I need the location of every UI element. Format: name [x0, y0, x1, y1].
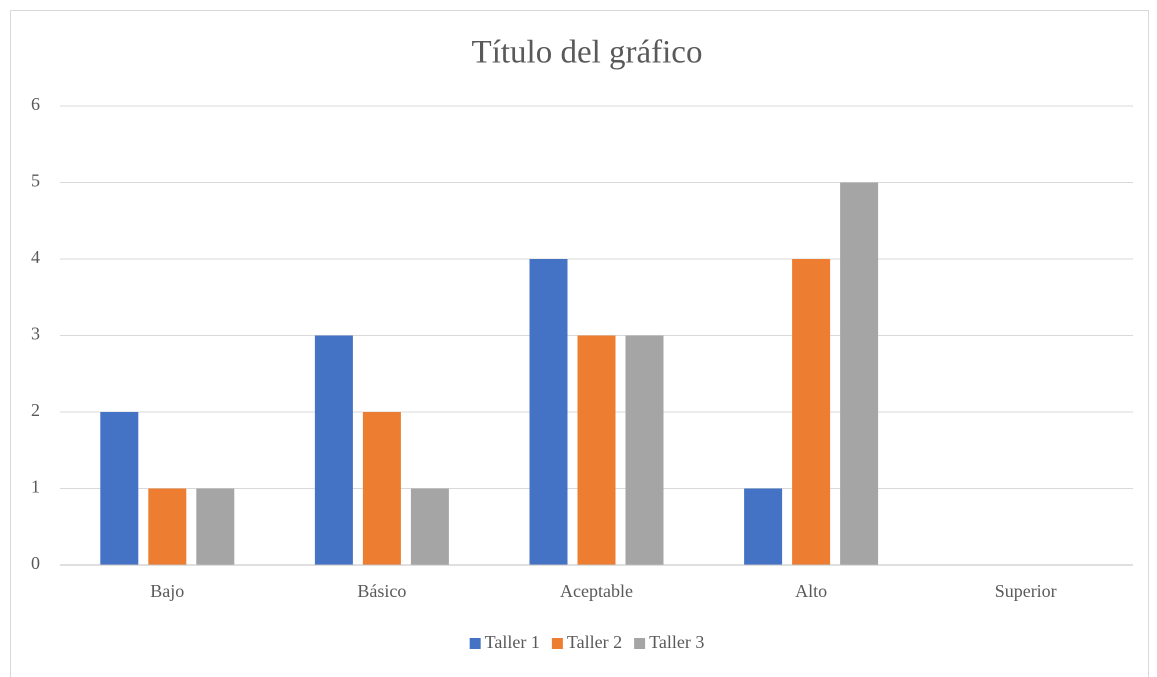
- x-tick-label: Básico: [357, 581, 406, 601]
- bar: [148, 488, 187, 565]
- bar: [100, 412, 139, 565]
- legend-label: Taller 2: [567, 632, 622, 652]
- bar: [577, 335, 616, 565]
- y-tick-label: 6: [31, 94, 40, 114]
- y-tick-label: 1: [31, 477, 40, 497]
- x-tick-label: Superior: [995, 581, 1057, 601]
- bar: [196, 488, 235, 565]
- y-tick-label: 2: [31, 400, 40, 420]
- y-tick-label: 3: [31, 324, 40, 344]
- bar: [840, 182, 879, 565]
- bar: [362, 412, 401, 565]
- chart-title: Título del gráfico: [472, 35, 703, 71]
- legend-swatch: [634, 638, 646, 649]
- bar: [792, 259, 831, 565]
- legend-label: Taller 1: [485, 632, 540, 652]
- bar: [625, 335, 664, 565]
- y-tick-label: 5: [31, 171, 40, 191]
- x-tick-label: Bajo: [150, 581, 184, 601]
- y-tick-label: 0: [31, 553, 40, 573]
- bar: [410, 488, 449, 565]
- legend-swatch: [551, 638, 563, 649]
- bar: [744, 488, 783, 565]
- y-tick-label: 4: [31, 247, 40, 267]
- bar: [314, 335, 353, 565]
- bar: [529, 259, 568, 565]
- legend-label: Taller 3: [649, 632, 704, 652]
- legend-swatch: [469, 638, 481, 649]
- x-tick-label: Aceptable: [560, 581, 633, 601]
- x-tick-label: Alto: [795, 581, 827, 601]
